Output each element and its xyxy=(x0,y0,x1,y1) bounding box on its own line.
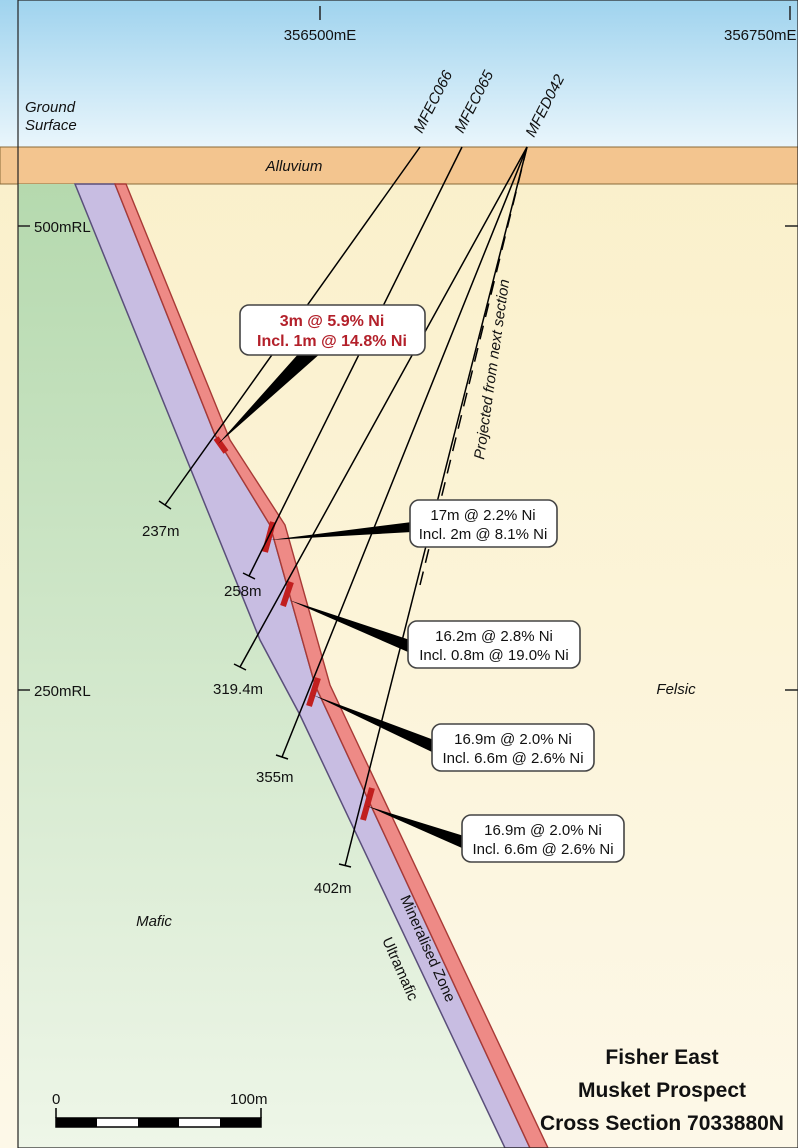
callout-3-line2: Incl. 0.8m @ 19.0% Ni xyxy=(419,647,568,664)
felsic-label: Felsic xyxy=(656,681,696,698)
leader-5 xyxy=(367,806,464,848)
ground-label-line2: Surface xyxy=(25,117,77,134)
callout-leaders xyxy=(218,352,464,848)
intercept-callout-2: 17m @ 2.2% Ni Incl. 2m @ 8.1% Ni xyxy=(409,499,558,548)
intercept-callout-5: 16.9m @ 2.0% Ni Incl. 6.6m @ 2.6% Ni xyxy=(461,814,625,863)
alluvium-layer xyxy=(0,146,798,185)
callout-1-line2: Incl. 1m @ 14.8% Ni xyxy=(257,333,407,350)
intercept-mark xyxy=(213,436,229,454)
hole-trace-mfec065 xyxy=(248,146,463,577)
level-label-500: 500mRL xyxy=(34,219,91,236)
level-label-250: 250mRL xyxy=(34,683,91,700)
callout-2-line2: Incl. 2m @ 8.1% Ni xyxy=(419,526,548,543)
mafic-label: Mafic xyxy=(136,913,172,930)
sky-region xyxy=(0,0,798,148)
hole-end-cap xyxy=(275,754,289,760)
axis-ticks xyxy=(18,6,798,691)
callout-5-line2: Incl. 6.6m @ 2.6% Ni xyxy=(472,841,613,858)
ground-label-line1: Ground xyxy=(25,99,76,116)
hole-end-cap xyxy=(338,863,352,868)
scale-bar: 0 100m xyxy=(52,1091,268,1128)
intercept-mark xyxy=(360,787,375,821)
hole-trace-b xyxy=(281,146,528,758)
frame xyxy=(17,0,798,1148)
callout-3-line1: 16.2m @ 2.8% Ni xyxy=(435,628,553,645)
hole-end-cap xyxy=(242,572,256,580)
intercept-callout-1: 3m @ 5.9% Ni Incl. 1m @ 14.8% Ni xyxy=(239,304,426,356)
callout-4-line1: 16.9m @ 2.0% Ni xyxy=(454,731,572,748)
callout-5-line1: 16.9m @ 2.0% Ni xyxy=(484,822,602,839)
intercept-callout-4: 16.9m @ 2.0% Ni Incl. 6.6m @ 2.6% Ni xyxy=(431,723,595,772)
title-line-3: Cross Section 7033880N xyxy=(540,1112,784,1135)
title-line-2: Musket Prospect xyxy=(578,1079,746,1102)
alluvium-label: Alluvium xyxy=(265,158,323,175)
intercept-mark xyxy=(306,677,321,707)
leader-4 xyxy=(313,695,434,752)
mafic-region xyxy=(18,184,505,1148)
intercept-mark xyxy=(280,581,294,607)
hole-end-cap xyxy=(233,663,247,671)
depth-label-402: 402m xyxy=(314,880,352,897)
depth-label-258: 258m xyxy=(224,583,262,600)
intercept-callout-3: 16.2m @ 2.8% Ni Incl. 0.8m @ 19.0% Ni xyxy=(407,620,581,669)
easting-label-2: 356750mE xyxy=(724,27,797,44)
leader-1 xyxy=(218,352,322,444)
depth-label-319: 319.4m xyxy=(213,681,263,698)
leader-2 xyxy=(270,522,412,540)
hole-trace-a xyxy=(239,146,528,668)
callout-1-line1: 3m @ 5.9% Ni xyxy=(280,313,385,330)
mineralised-zone xyxy=(113,183,549,1148)
title-line-1: Fisher East xyxy=(605,1046,718,1069)
scale-start-label: 0 xyxy=(52,1091,60,1108)
depth-label-237: 237m xyxy=(142,523,180,540)
easting-label-1: 356500mE xyxy=(284,27,357,44)
depth-label-355: 355m xyxy=(256,769,294,786)
scale-end-label: 100m xyxy=(230,1091,268,1108)
leader-3 xyxy=(289,600,410,652)
callout-4-line2: Incl. 6.6m @ 2.6% Ni xyxy=(442,750,583,767)
callout-2-line1: 17m @ 2.2% Ni xyxy=(430,507,535,524)
hole-end-cap xyxy=(158,500,172,510)
